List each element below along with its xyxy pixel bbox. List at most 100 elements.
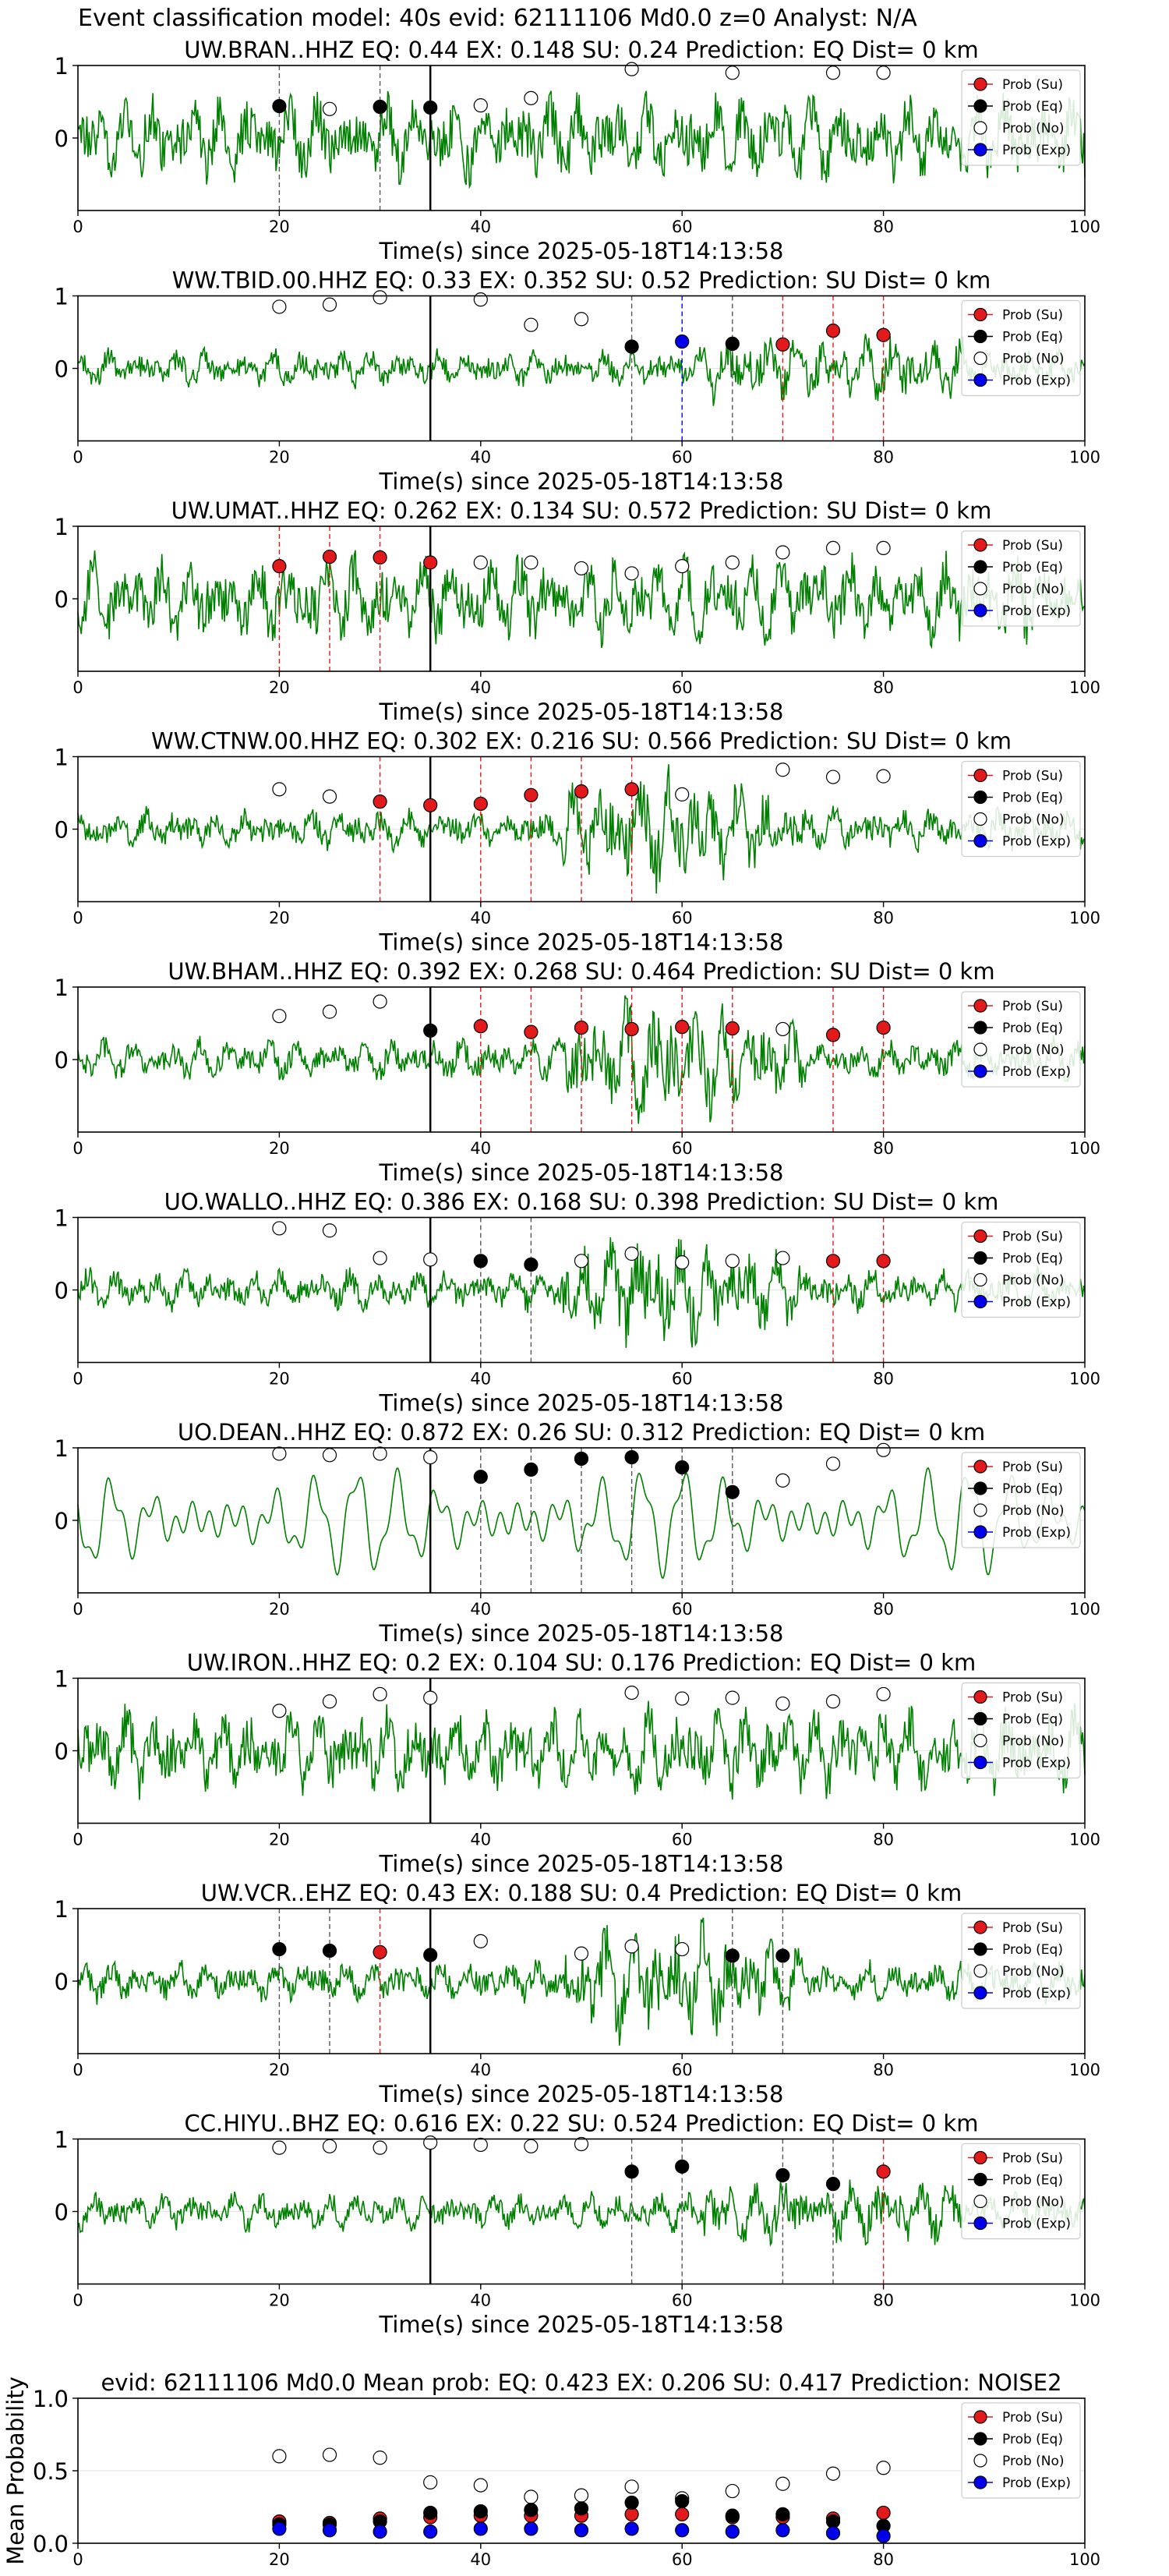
x-tick-label: 40 — [470, 1139, 491, 1158]
y-tick-label: 0.5 — [33, 2458, 69, 2485]
x-tick-label: 40 — [470, 1600, 491, 1619]
prob-point-no — [825, 540, 841, 556]
prob-point-eq — [675, 1460, 690, 1475]
prob-point-no — [524, 90, 539, 105]
prob-point-no — [272, 2140, 287, 2155]
prob-point-su — [524, 1024, 539, 1039]
prob-point-eq — [675, 2159, 690, 2174]
legend-item-eq-marker — [973, 329, 987, 344]
prob-point-no — [624, 566, 639, 581]
prob-point-no — [574, 1254, 589, 1269]
y-tick-label: 1 — [55, 1666, 69, 1693]
prob-point-no — [423, 1252, 438, 1267]
prob-point-no — [574, 561, 589, 576]
legend-box — [961, 991, 1081, 1088]
prob-point-no — [775, 2476, 790, 2491]
prob-point-no — [675, 787, 690, 801]
x-tick-label: 80 — [873, 2550, 894, 2569]
prob-point-su — [473, 1019, 488, 1034]
legend-item-su-label: Prob (Su) — [1002, 769, 1063, 784]
prob-point-eq — [725, 1948, 740, 1963]
prob-point-no — [675, 1941, 690, 1957]
panel-title: UW.UMAT..HHZ EQ: 0.262 EX: 0.134 SU: 0.5… — [171, 497, 992, 524]
y-tick-label: 1 — [55, 975, 69, 1001]
prob-point-no — [775, 763, 790, 777]
x-tick-label: 40 — [470, 2291, 491, 2310]
legend-item-eq-label: Prob (Eq) — [1002, 330, 1063, 345]
station-panel-8: UW.IRON..HHZ EQ: 0.2 EX: 0.104 SU: 0.176… — [55, 1650, 1101, 1877]
x-tick-label: 40 — [470, 909, 491, 928]
prob-point-no — [725, 2483, 740, 2499]
legend-item-su-marker — [973, 2410, 987, 2424]
prob-point-su — [473, 796, 488, 812]
prob-point-no — [775, 545, 790, 560]
legend-item-su-marker — [973, 1460, 987, 1474]
prob-point-no — [473, 98, 488, 113]
panel-title: WW.TBID.00.HHZ EQ: 0.33 EX: 0.352 SU: 0.… — [172, 267, 991, 294]
x-tick-label: 40 — [470, 218, 491, 236]
prob-point-su — [675, 1020, 690, 1035]
prob-point-su — [876, 2164, 891, 2179]
legend-item-no-marker — [973, 1503, 987, 1517]
prob-point-no — [322, 1004, 337, 1019]
prob-point-no — [574, 2136, 589, 2152]
y-tick-label: 0 — [55, 586, 69, 613]
panel-title: UW.BHAM..HHZ EQ: 0.392 EX: 0.268 SU: 0.4… — [168, 958, 994, 985]
legend-item-eq-label: Prob (Eq) — [1002, 1712, 1063, 1728]
legend-item-exp-label: Prob (Exp) — [1002, 2217, 1071, 2232]
legend-item-eq-marker — [973, 790, 987, 805]
y-axis-label: Mean Probability — [2, 2376, 29, 2565]
prob-point-eq — [675, 2493, 690, 2509]
legend-item-exp-marker — [973, 1064, 987, 1078]
prob-point-eq — [524, 1462, 539, 1477]
y-tick-label: 0 — [55, 1508, 69, 1534]
prob-point-no — [624, 1246, 639, 1261]
legend-item-exp-marker — [973, 2475, 987, 2489]
x-tick-label: 20 — [269, 2550, 290, 2569]
x-tick-label: 80 — [873, 1600, 894, 1619]
legend-item-exp-marker — [973, 2216, 987, 2231]
x-tick-label: 40 — [470, 448, 491, 467]
prob-point-no — [473, 2478, 488, 2493]
x-tick-label: 100 — [1069, 1831, 1100, 1849]
prob-point-no — [775, 1021, 790, 1037]
prob-point-no — [876, 1686, 891, 1702]
prob-point-exp — [675, 2523, 690, 2538]
legend-item-su-label: Prob (Su) — [1002, 1460, 1063, 1475]
legend-item-su-marker — [973, 768, 987, 783]
prob-point-exp — [574, 2523, 589, 2538]
x-tick-label: 0 — [72, 2061, 83, 2079]
x-tick-label: 0 — [72, 218, 83, 236]
station-panel-3: UW.UMAT..HHZ EQ: 0.262 EX: 0.134 SU: 0.5… — [55, 497, 1101, 725]
prob-point-no — [624, 62, 639, 76]
prob-point-no — [272, 1009, 287, 1024]
legend-box — [961, 1221, 1081, 1318]
prob-point-no — [876, 540, 891, 556]
prob-point-exp — [725, 2525, 740, 2539]
legend-item-su-marker — [973, 999, 987, 1013]
legend-item-su-marker — [973, 1229, 987, 1244]
legend-item-exp-label: Prob (Exp) — [1002, 834, 1071, 850]
x-tick-label: 100 — [1069, 218, 1100, 236]
prob-point-su — [775, 337, 790, 352]
legend-item-eq-label: Prob (Eq) — [1002, 1021, 1063, 1036]
prob-point-no — [574, 312, 589, 327]
x-axis-label: Time(s) since 2025-05-18T14:13:58 — [379, 1159, 784, 1186]
legend-item-no-label: Prob (No) — [1002, 812, 1065, 828]
legend-item-exp-label: Prob (Exp) — [1002, 2475, 1071, 2491]
prob-point-no — [574, 1946, 589, 1961]
prob-point-no — [272, 782, 287, 797]
prob-point-no — [322, 789, 337, 804]
legend-item-no-label: Prob (No) — [1002, 121, 1065, 136]
prob-point-exp — [675, 334, 690, 349]
prob-point-no — [272, 1446, 287, 1461]
prob-point-eq — [423, 1023, 438, 1038]
prob-point-no — [574, 2488, 589, 2503]
x-tick-label: 60 — [672, 1139, 693, 1158]
prob-point-no — [473, 555, 488, 570]
legend-item-exp-marker — [973, 833, 987, 848]
x-tick-label: 0 — [72, 2550, 83, 2569]
y-tick-label: 1 — [55, 745, 69, 771]
prob-point-no — [675, 1691, 690, 1706]
prob-point-su — [624, 1021, 639, 1037]
